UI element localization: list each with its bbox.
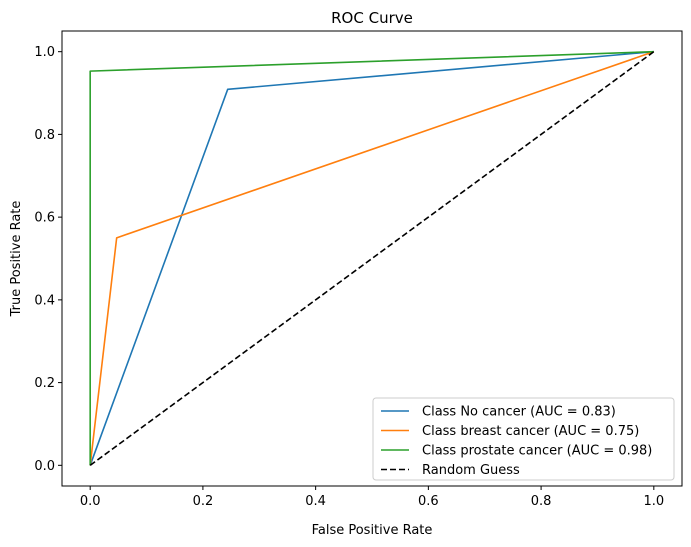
legend-label: Class No cancer (AUC = 0.83) (422, 405, 616, 420)
chart-title: ROC Curve (331, 9, 413, 27)
x-axis-label: False Positive Rate (312, 523, 433, 538)
x-tick-label: 0.8 (531, 494, 552, 509)
y-tick-label: 1.0 (34, 45, 55, 60)
legend-label: Class breast cancer (AUC = 0.75) (422, 424, 639, 439)
x-tick-label: 0.4 (305, 494, 326, 509)
plot-frame (61, 30, 683, 487)
legend-label: Random Guess (422, 463, 520, 478)
x-tick-label: 1.0 (643, 494, 664, 509)
series-line-1 (89, 50, 655, 466)
y-tick-label: 0.8 (34, 128, 55, 143)
y-tick-label: 0.6 (34, 211, 55, 226)
series-layer (89, 50, 655, 466)
x-tick-label: 0.0 (80, 494, 101, 509)
y-tick-label: 0.2 (34, 376, 55, 391)
y-tick-label: 0.4 (34, 293, 55, 308)
y-axis-ticks: 0.0 0.2 0.4 0.6 0.8 1.0 (34, 45, 62, 474)
x-tick-label: 0.6 (418, 494, 439, 509)
x-axis-ticks: 0.0 0.2 0.4 0.6 0.8 1.0 (80, 486, 664, 509)
y-tick-label: 0.0 (34, 459, 55, 474)
legend-label: Class prostate cancer (AUC = 0.98) (422, 444, 652, 459)
x-tick-label: 0.2 (193, 494, 214, 509)
y-axis-label: True Positive Rate (9, 201, 24, 318)
legend: Class No cancer (AUC = 0.83) Class breast… (372, 397, 675, 481)
legend-box (372, 397, 675, 481)
series-line-2 (89, 50, 654, 466)
series-line-0 (89, 50, 654, 466)
